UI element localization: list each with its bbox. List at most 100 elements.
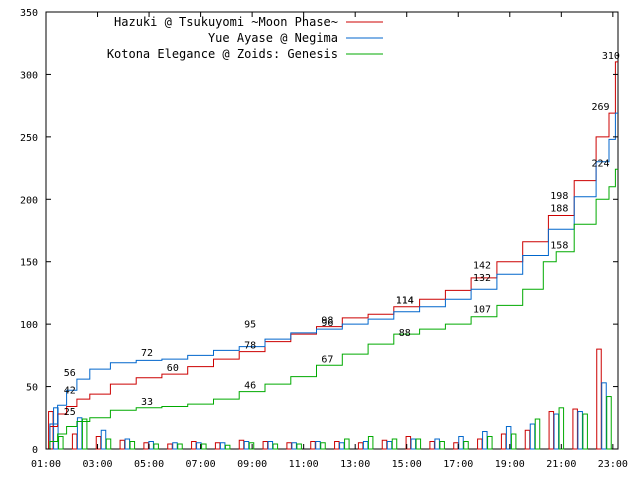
hourly-bar xyxy=(344,438,350,450)
hourly-bar xyxy=(291,442,297,450)
hourly-bar xyxy=(296,443,302,450)
hourly-bar xyxy=(124,438,131,450)
y-tick-label: 150 xyxy=(20,258,38,269)
x-tick-label: 17:00 xyxy=(443,459,473,470)
hourly-bar xyxy=(214,442,221,450)
legend-label: Kotona Elegance @ Zoids: Genesis xyxy=(107,47,338,61)
data-label: 95 xyxy=(244,319,256,330)
data-label: 72 xyxy=(141,348,153,359)
hourly-bar xyxy=(439,441,445,450)
hourly-bar xyxy=(320,442,326,450)
hourly-bar xyxy=(58,436,64,450)
data-label: 60 xyxy=(167,363,179,374)
hourly-bar xyxy=(119,439,126,450)
hourly-bar xyxy=(572,408,578,450)
data-label: 67 xyxy=(321,354,333,365)
hourly-bar xyxy=(100,429,107,450)
y-tick-label: 250 xyxy=(20,133,38,144)
x-tick-label: 23:00 xyxy=(598,459,628,470)
y-tick-label: 0 xyxy=(32,445,38,456)
data-label: 33 xyxy=(141,397,153,408)
hourly-bar xyxy=(53,407,59,450)
hourly-bar xyxy=(386,441,393,450)
hourly-bar xyxy=(81,418,88,450)
x-tick-label: 03:00 xyxy=(82,459,112,470)
y-tick-label: 50 xyxy=(26,383,38,394)
data-label: 310 xyxy=(602,51,620,62)
hourly-bar xyxy=(48,411,54,450)
hourly-bar xyxy=(167,443,173,450)
hourly-bar xyxy=(596,348,602,450)
hourly-bar xyxy=(71,433,78,450)
hourly-bar xyxy=(143,442,149,450)
hourly-bar xyxy=(315,441,321,450)
hourly-bar xyxy=(534,418,541,450)
data-label: 98 xyxy=(321,316,333,327)
hourly-bar xyxy=(558,407,565,450)
plot-frame xyxy=(45,11,619,450)
hourly-bar xyxy=(248,442,255,450)
legend-label: Yue Ayase @ Negima xyxy=(208,31,338,45)
hourly-bar xyxy=(601,382,607,450)
data-label: 269 xyxy=(592,102,610,113)
x-tick-label: 01:00 xyxy=(31,459,61,470)
series-line xyxy=(46,112,618,450)
hourly-bar xyxy=(339,442,345,450)
hourly-bar xyxy=(129,441,136,450)
hourly-bar xyxy=(415,438,422,450)
hourly-bar xyxy=(243,441,250,450)
data-label: 188 xyxy=(550,203,568,214)
data-label: 114 xyxy=(396,296,414,307)
x-tick-label: 13:00 xyxy=(340,459,370,470)
hourly-bar xyxy=(453,442,459,450)
data-label: 78 xyxy=(244,341,256,352)
hourly-bar xyxy=(148,441,154,450)
hourly-bar xyxy=(153,443,159,450)
hourly-bar xyxy=(272,443,279,450)
hourly-bar xyxy=(95,436,102,450)
hourly-bar xyxy=(524,429,531,450)
hourly-bar xyxy=(286,442,292,450)
x-tick-label: 09:00 xyxy=(237,459,267,470)
series-line xyxy=(46,168,618,450)
hourly-bar xyxy=(262,441,269,450)
data-label: 198 xyxy=(550,191,568,202)
hourly-bar xyxy=(367,436,374,450)
hourly-bars xyxy=(48,348,612,450)
hourly-bar xyxy=(510,433,517,450)
y-tick-label: 100 xyxy=(20,320,38,331)
hourly-bar xyxy=(238,439,245,450)
hourly-bar xyxy=(500,433,507,450)
y-tick-label: 350 xyxy=(20,8,38,19)
data-label: 132 xyxy=(473,273,491,284)
hourly-bar xyxy=(357,442,364,450)
hourly-bar xyxy=(76,417,83,450)
hourly-bar xyxy=(548,411,555,450)
x-tick-label: 11:00 xyxy=(289,459,319,470)
hourly-bar xyxy=(201,443,207,450)
data-label: 158 xyxy=(550,241,568,252)
hourly-bar xyxy=(458,436,464,450)
data-label: 96 xyxy=(321,318,333,329)
hourly-bar xyxy=(429,441,435,450)
hourly-bar xyxy=(172,442,178,450)
data-label: 107 xyxy=(473,304,491,315)
data-label: 114 xyxy=(396,296,414,307)
hourly-bar xyxy=(463,441,469,450)
legend: Hazuki @ Tsukuyomi ~Moon Phase~ Yue Ayase… xyxy=(107,15,383,61)
y-tick-label: 200 xyxy=(20,195,38,206)
data-label: 56 xyxy=(64,368,76,379)
hourly-bar xyxy=(434,438,440,450)
data-label: 25 xyxy=(64,407,76,418)
x-tick-label: 15:00 xyxy=(392,459,422,470)
hourly-bar xyxy=(477,438,483,450)
series-lines xyxy=(46,61,618,450)
hourly-bar xyxy=(381,439,388,450)
x-tick-label: 21:00 xyxy=(546,459,576,470)
x-tick-label: 19:00 xyxy=(495,459,525,470)
hourly-bar xyxy=(267,441,274,450)
hourly-bar xyxy=(553,413,560,450)
hourly-bar xyxy=(582,413,588,450)
